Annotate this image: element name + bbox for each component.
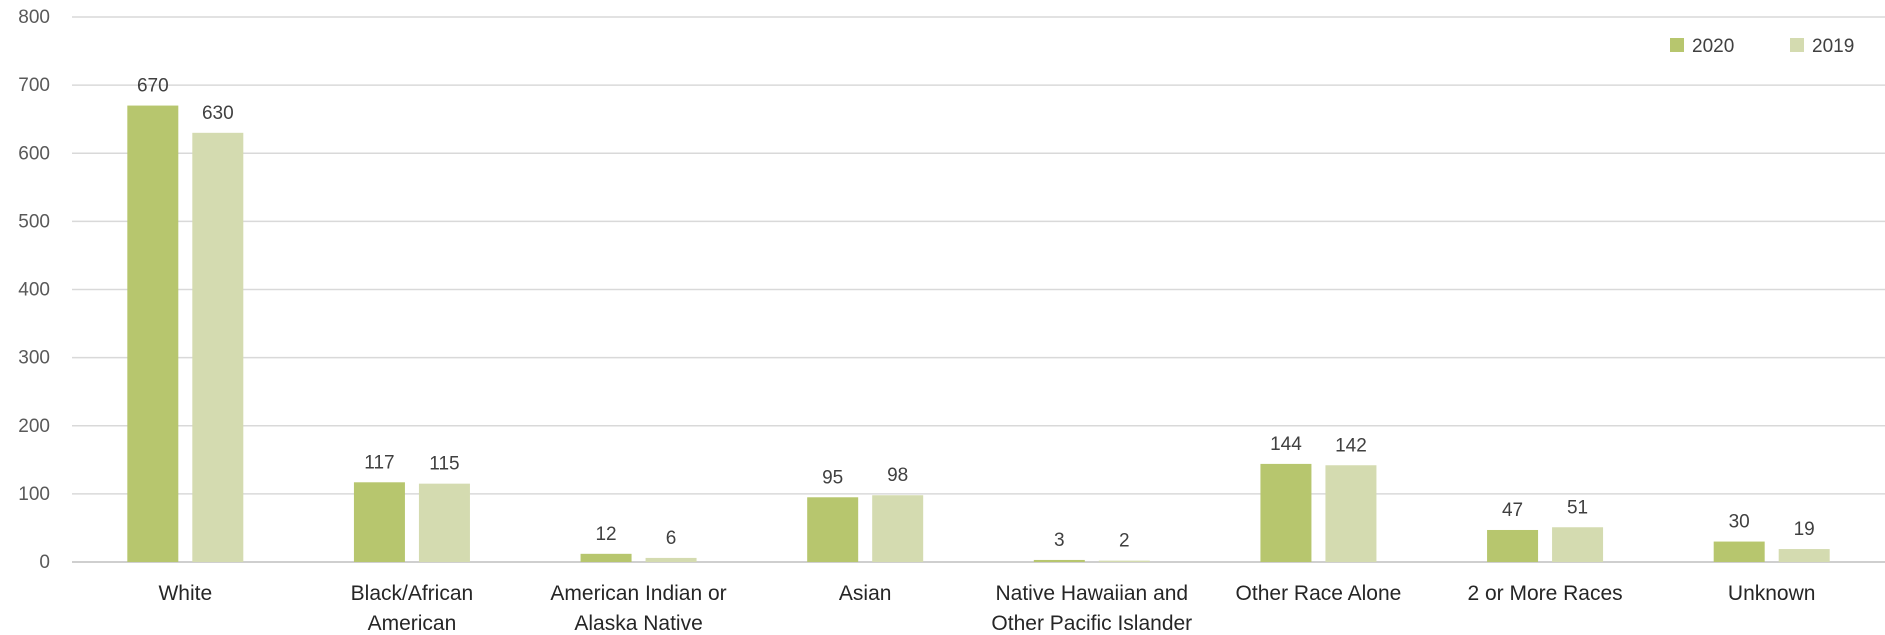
x-tick-label: Other Pacific Islander [991,612,1192,635]
bar-2020 [580,553,632,562]
x-tick-label: American Indian or [550,582,726,605]
bar-2020 [1713,541,1765,562]
y-tick-label: 200 [18,416,50,437]
data-label: 51 [1567,497,1588,518]
data-label: 142 [1335,435,1367,456]
data-label: 6 [666,528,677,549]
bar-2019 [872,495,924,562]
legend-label: 2020 [1692,36,1734,57]
legend-label: 2019 [1812,36,1854,57]
x-tick-label: White [158,582,212,605]
bar-2019 [1098,560,1150,562]
x-tick-label: Asian [839,582,892,605]
bar-2019 [1552,527,1604,562]
bar-2020 [1260,463,1312,562]
bar-2019 [1325,465,1377,562]
bar-2020 [353,482,405,562]
x-tick-label: Other Race Alone [1236,582,1402,605]
y-tick-label: 800 [18,7,50,28]
data-label: 630 [202,103,234,124]
data-label: 47 [1502,500,1523,521]
data-label: 117 [364,452,394,473]
data-label: 95 [822,467,843,488]
bar-2020 [807,497,859,562]
bar-2019 [1778,549,1830,562]
y-tick-label: 400 [18,280,50,301]
data-label: 12 [595,524,616,545]
y-tick-label: 0 [39,552,50,573]
data-label: 670 [137,76,169,97]
bar-2019 [645,557,697,562]
data-label: 19 [1794,519,1815,540]
bar-2019 [418,483,470,562]
y-tick-label: 600 [18,143,50,164]
bar-2020 [1033,559,1085,562]
x-tick-label: Black/African [351,582,474,605]
y-tick-label: 500 [18,211,50,232]
legend-swatch-2020 [1670,38,1684,52]
x-tick-label: Native Hawaiian and [996,582,1189,605]
y-tick-label: 700 [18,75,50,96]
bar-2019 [192,132,244,562]
data-label: 115 [429,454,459,475]
data-label: 144 [1270,434,1302,455]
data-label: 2 [1119,531,1130,552]
x-tick-label: American [368,612,457,635]
y-tick-label: 100 [18,484,50,505]
bar-2020 [1487,529,1539,562]
y-tick-label: 300 [18,348,50,369]
bar-2020 [127,105,179,562]
data-label: 30 [1729,512,1750,533]
x-tick-label: Unknown [1728,582,1816,605]
data-label: 3 [1054,530,1065,551]
legend-swatch-2019 [1790,38,1804,52]
data-label: 98 [887,465,908,486]
x-tick-label: Alaska Native [574,612,702,635]
x-tick-label: 2 or More Races [1467,582,1622,605]
